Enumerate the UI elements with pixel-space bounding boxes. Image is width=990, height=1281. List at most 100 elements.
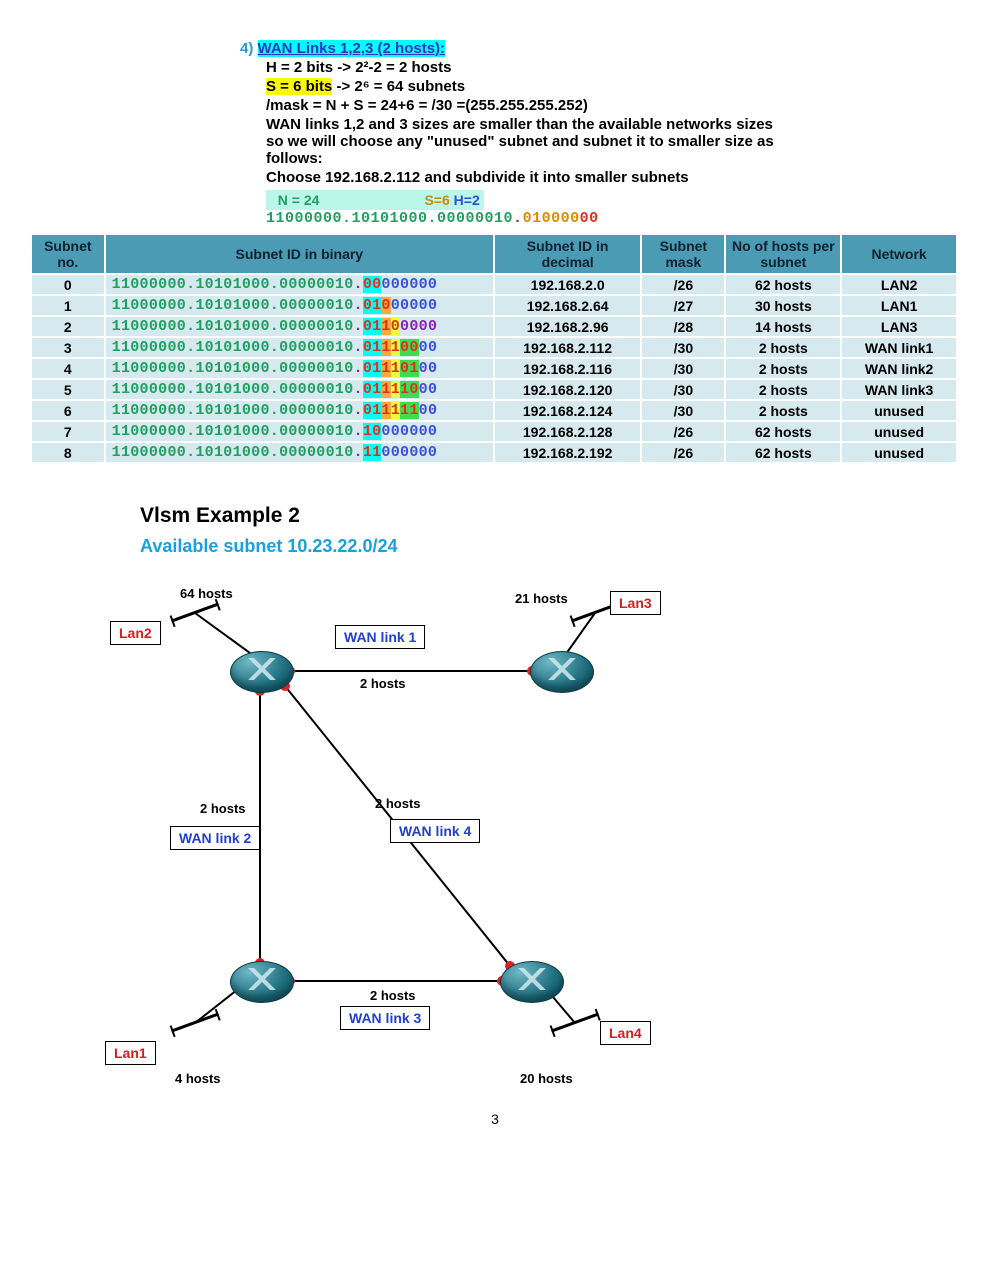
- table-row: 611000000.10101000.00000010.01111100192.…: [31, 400, 957, 421]
- cell-no: 4: [31, 358, 105, 379]
- subnet-table: Subnet no. Subnet ID in binary Subnet ID…: [30, 233, 958, 464]
- cell-decimal: 192.168.2.96: [494, 316, 641, 337]
- example2-available: Available subnet 10.23.22.0/24: [140, 536, 960, 557]
- section4-title-highlight: WAN Links 1,2,3 (2 hosts):: [258, 40, 446, 57]
- router-icon: [230, 651, 294, 693]
- cell-decimal: 192.168.2.112: [494, 337, 641, 358]
- lan-segment-icon: [171, 1013, 219, 1033]
- cell-binary: 11000000.10101000.00000010.01111100: [105, 400, 494, 421]
- section4-block: 4) WAN Links 1,2,3 (2 hosts): H = 2 bits…: [240, 40, 960, 227]
- host-count-label: 64 hosts: [180, 586, 233, 601]
- table-row: 011000000.10101000.00000010.00000000192.…: [31, 274, 957, 295]
- cell-mask: /30: [641, 337, 725, 358]
- line-hosts: H = 2 bits -> 2²-2 = 2 hosts: [266, 59, 960, 76]
- cell-binary: 11000000.10101000.00000010.10000000: [105, 421, 494, 442]
- th-net: Network: [841, 234, 957, 274]
- h-label: H=2: [454, 192, 480, 208]
- binary-header-bits: 11000000.10101000.00000010.01000000: [266, 210, 960, 227]
- th-bin: Subnet ID in binary: [105, 234, 494, 274]
- n-label: N = 24: [278, 192, 320, 208]
- router-icon: [530, 651, 594, 693]
- cell-binary: 11000000.10101000.00000010.01000000: [105, 295, 494, 316]
- th-hosts: No of hosts per subnet: [725, 234, 841, 274]
- line-wan: WAN links 1,2 and 3 sizes are smaller th…: [266, 116, 786, 167]
- cell-mask: /26: [641, 442, 725, 463]
- bin-s: 010000: [523, 210, 580, 227]
- lan-label: Lan1: [105, 1041, 156, 1065]
- cell-decimal: 192.168.2.120: [494, 379, 641, 400]
- cell-network: LAN1: [841, 295, 957, 316]
- cell-decimal: 192.168.2.124: [494, 400, 641, 421]
- section4-number: 4): [240, 40, 253, 57]
- cell-no: 5: [31, 379, 105, 400]
- cell-network: LAN2: [841, 274, 957, 295]
- line-subnets: S = 6 bits -> 2⁶ = 64 subnets: [266, 78, 960, 95]
- wan-link-label: WAN link 3: [340, 1006, 430, 1030]
- line-s-rest: -> 2⁶ = 64 subnets: [332, 78, 465, 95]
- cell-binary: 11000000.10101000.00000010.00000000: [105, 274, 494, 295]
- lan-label: Lan4: [600, 1021, 651, 1045]
- cell-hosts: 30 hosts: [725, 295, 841, 316]
- table-row: 111000000.10101000.00000010.01000000192.…: [31, 295, 957, 316]
- table-header-row: Subnet no. Subnet ID in binary Subnet ID…: [31, 234, 957, 274]
- cell-hosts: 62 hosts: [725, 274, 841, 295]
- table-row: 711000000.10101000.00000010.10000000192.…: [31, 421, 957, 442]
- cell-no: 0: [31, 274, 105, 295]
- table-row: 411000000.10101000.00000010.01110100192.…: [31, 358, 957, 379]
- network-diagram: Lan2 Lan3 Lan1 Lan4 WAN link 1 WAN link 2 WAN …: [100, 581, 800, 1101]
- example2-title: Vlsm Example 2: [140, 504, 960, 528]
- host-count-label: 2 hosts: [370, 988, 416, 1003]
- cell-no: 1: [31, 295, 105, 316]
- cell-network: unused: [841, 421, 957, 442]
- cell-hosts: 2 hosts: [725, 358, 841, 379]
- binary-header: N = 24 S=6 H=2 11000000.10101000.0000001…: [266, 190, 960, 227]
- cell-decimal: 192.168.2.116: [494, 358, 641, 379]
- n-s-h-box: N = 24 S=6 H=2: [266, 190, 484, 210]
- line-s-highlight: S = 6 bits: [266, 78, 332, 95]
- cell-hosts: 2 hosts: [725, 400, 841, 421]
- cell-hosts: 2 hosts: [725, 337, 841, 358]
- cell-hosts: 14 hosts: [725, 316, 841, 337]
- lan-label: Lan3: [610, 591, 661, 615]
- bin-h: 00: [580, 210, 599, 227]
- cell-mask: /30: [641, 358, 725, 379]
- cell-no: 7: [31, 421, 105, 442]
- wan-link-label: WAN link 1: [335, 625, 425, 649]
- cell-mask: /26: [641, 421, 725, 442]
- table-row: 511000000.10101000.00000010.01111000192.…: [31, 379, 957, 400]
- cell-decimal: 192.168.2.64: [494, 295, 641, 316]
- cell-hosts: 62 hosts: [725, 442, 841, 463]
- cell-mask: /30: [641, 400, 725, 421]
- lan-segment-icon: [171, 603, 219, 623]
- wan-link-label: WAN link 2: [170, 826, 260, 850]
- th-mask: Subnet mask: [641, 234, 725, 274]
- host-count-label: 21 hosts: [515, 591, 568, 606]
- cell-binary: 11000000.10101000.00000010.01100000: [105, 316, 494, 337]
- host-count-label: 2 hosts: [200, 801, 246, 816]
- cell-no: 3: [31, 337, 105, 358]
- table-row: 311000000.10101000.00000010.01110000192.…: [31, 337, 957, 358]
- cell-no: 8: [31, 442, 105, 463]
- cell-mask: /30: [641, 379, 725, 400]
- cell-network: WAN link3: [841, 379, 957, 400]
- cell-mask: /28: [641, 316, 725, 337]
- lan-segment-icon: [551, 1013, 599, 1033]
- section4-title: 4) WAN Links 1,2,3 (2 hosts):: [240, 40, 960, 57]
- host-count-label: 4 hosts: [175, 1071, 221, 1086]
- cell-network: WAN link2: [841, 358, 957, 379]
- bin-dot: .: [513, 210, 523, 227]
- host-count-label: 20 hosts: [520, 1071, 573, 1086]
- host-count-label: 2 hosts: [360, 676, 406, 691]
- cell-network: WAN link1: [841, 337, 957, 358]
- cell-binary: 11000000.10101000.00000010.01111000: [105, 379, 494, 400]
- cell-mask: /26: [641, 274, 725, 295]
- cell-binary: 11000000.10101000.00000010.01110100: [105, 358, 494, 379]
- cell-decimal: 192.168.2.192: [494, 442, 641, 463]
- wan-link-label: WAN link 4: [390, 819, 480, 843]
- cell-binary: 11000000.10101000.00000010.11000000: [105, 442, 494, 463]
- cell-network: unused: [841, 400, 957, 421]
- th-no: Subnet no.: [31, 234, 105, 274]
- line-mask: /mask = N + S = 24+6 = /30 =(255.255.255…: [266, 97, 960, 114]
- lan-label: Lan2: [110, 621, 161, 645]
- cell-hosts: 62 hosts: [725, 421, 841, 442]
